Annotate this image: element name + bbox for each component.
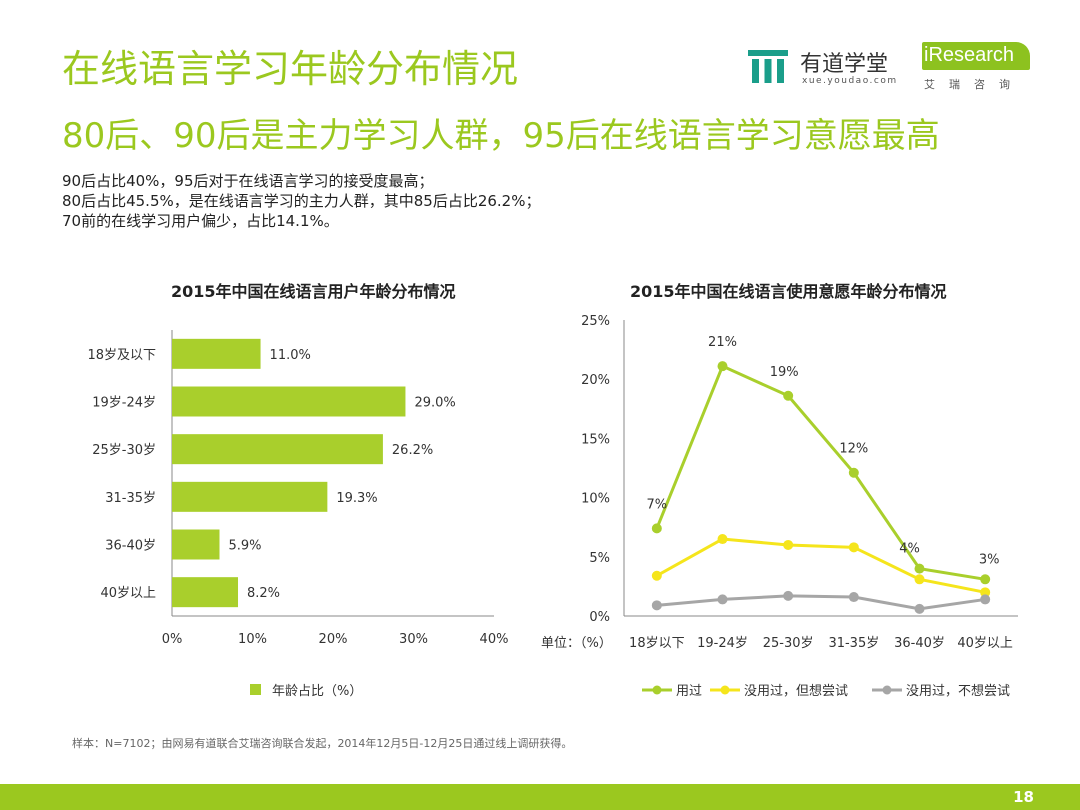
line-legend-label: 没用过，不想尝试: [906, 683, 1010, 699]
line-point: [914, 563, 925, 574]
line-point: [717, 361, 728, 372]
youdao-pillar-icon: [748, 50, 788, 83]
page-number: 18: [1013, 788, 1034, 806]
bar-category-label: 19岁-24岁: [92, 396, 156, 411]
bar-value-label: 8.2%: [247, 586, 280, 601]
youdao-logo: 有道学堂 xue.youdao.com: [748, 46, 908, 92]
line-y-tick-label: 20%: [581, 373, 610, 388]
iresearch-logo-word: iResearch: [924, 44, 1015, 66]
description-line-2: 80后占比45.5%，是在线语言学习的主力人群，其中85后占比26.2%；: [62, 192, 541, 210]
line-point: [914, 574, 925, 585]
bar-category-label: 31-35岁: [105, 491, 156, 506]
line-point: [717, 534, 728, 545]
iresearch-logo-cn: 艾瑞咨询: [924, 78, 1024, 91]
line-point: [848, 542, 859, 553]
line-data-label: 12%: [839, 442, 868, 457]
line-point: [651, 600, 662, 611]
bar-value-label: 19.3%: [336, 491, 377, 506]
line-point: [651, 570, 662, 581]
bar-legend-label: 年龄占比（%）: [272, 684, 362, 699]
bar-x-tick-label: 30%: [399, 632, 428, 647]
bar-value-label: 29.0%: [414, 396, 455, 411]
line-point: [980, 594, 991, 605]
line-y-tick-label: 10%: [581, 492, 610, 507]
line-point: [717, 594, 728, 605]
bar: [172, 529, 220, 560]
line-x-tick-label: 36-40岁: [894, 636, 945, 651]
line-series-3: [656, 594, 986, 611]
line-legend-marker: [720, 685, 730, 695]
line-y-tick-label: 0%: [589, 610, 610, 625]
bar: [172, 338, 261, 369]
line-data-label: 7%: [647, 497, 668, 512]
page-subtitle: 80后、90后是主力学习人群，95后在线语言学习意愿最高: [62, 116, 940, 156]
line-y-tick-label: 15%: [581, 432, 610, 447]
line-series-2: [656, 537, 986, 594]
bar-x-tick-label: 20%: [319, 632, 348, 647]
line-data-label: 19%: [770, 365, 799, 380]
bar-x-tick-label: 40%: [480, 632, 509, 647]
line-x-tick-label: 19-24岁: [697, 636, 748, 651]
line-x-tick-label: 31-35岁: [828, 636, 879, 651]
bar: [172, 386, 406, 417]
bar-category-label: 40岁以上: [100, 586, 156, 601]
line-legend-marker: [882, 685, 892, 695]
footnote: 样本：N=7102；由网易有道联合艾瑞咨询联合发起，2014年12月5日-12月…: [72, 737, 573, 750]
line-unit-label: 单位：（%）: [541, 636, 612, 651]
line-point: [783, 539, 794, 550]
page-title: 在线语言学习年龄分布情况: [62, 47, 519, 91]
bar: [172, 434, 383, 465]
bar-chart: 18岁及以下 11.0% 19岁-24岁 29.0% 25岁-30岁 26.2% 31-35…: [87, 330, 509, 699]
line-legend-marker: [652, 685, 662, 695]
bar-value-label: 5.9%: [228, 539, 261, 554]
bar-category-label: 36-40岁: [105, 539, 156, 554]
bar-category-label: 25岁-30岁: [92, 443, 156, 458]
line-data-label: 4%: [899, 542, 920, 557]
line-data-label: 3%: [979, 552, 1000, 567]
line-point: [914, 603, 925, 614]
bar-value-label: 26.2%: [392, 443, 433, 458]
bar-category-label: 18岁及以下: [87, 348, 156, 363]
line-y-tick-label: 25%: [581, 314, 610, 329]
line-series-1: [655, 364, 986, 581]
line-y-tick-label: 5%: [589, 551, 610, 566]
line-point: [651, 523, 662, 534]
bar-x-tick-label: 0%: [162, 632, 183, 647]
iresearch-logo: iResearch 艾瑞咨询: [920, 42, 1032, 92]
bar: [172, 481, 328, 512]
line-point: [848, 592, 859, 603]
description-line-3: 70前的在线学习用户偏少，占比14.1%。: [62, 212, 339, 230]
bar: [172, 577, 239, 608]
line-chart-title: 2015年中国在线语言使用意愿年龄分布情况: [630, 282, 947, 301]
line-point: [783, 390, 794, 401]
footer-bar: [0, 784, 1080, 810]
line-point: [783, 590, 794, 601]
bar-x-tick-label: 10%: [238, 632, 267, 647]
line-legend-label: 没用过，但想尝试: [744, 683, 848, 699]
line-data-label: 21%: [708, 335, 737, 350]
youdao-logo-name: 有道学堂: [800, 52, 889, 77]
bar-legend-swatch: [250, 684, 261, 695]
line-x-tick-label: 25-30岁: [763, 636, 814, 651]
line-x-tick-label: 40岁以上: [957, 636, 1013, 651]
bar-chart-title: 2015年中国在线语言用户年龄分布情况: [171, 282, 456, 301]
line-x-tick-label: 18岁以下: [629, 636, 685, 651]
bar-value-label: 11.0%: [270, 348, 311, 363]
description-line-1: 90后占比40%，95后对于在线语言学习的接受度最高；: [62, 172, 434, 190]
line-point: [848, 467, 859, 478]
line-legend-label: 用过: [676, 684, 702, 699]
line-point: [980, 587, 991, 598]
line-point: [980, 574, 991, 585]
youdao-logo-url: xue.youdao.com: [802, 76, 898, 86]
iresearch-badge: [922, 42, 1030, 70]
